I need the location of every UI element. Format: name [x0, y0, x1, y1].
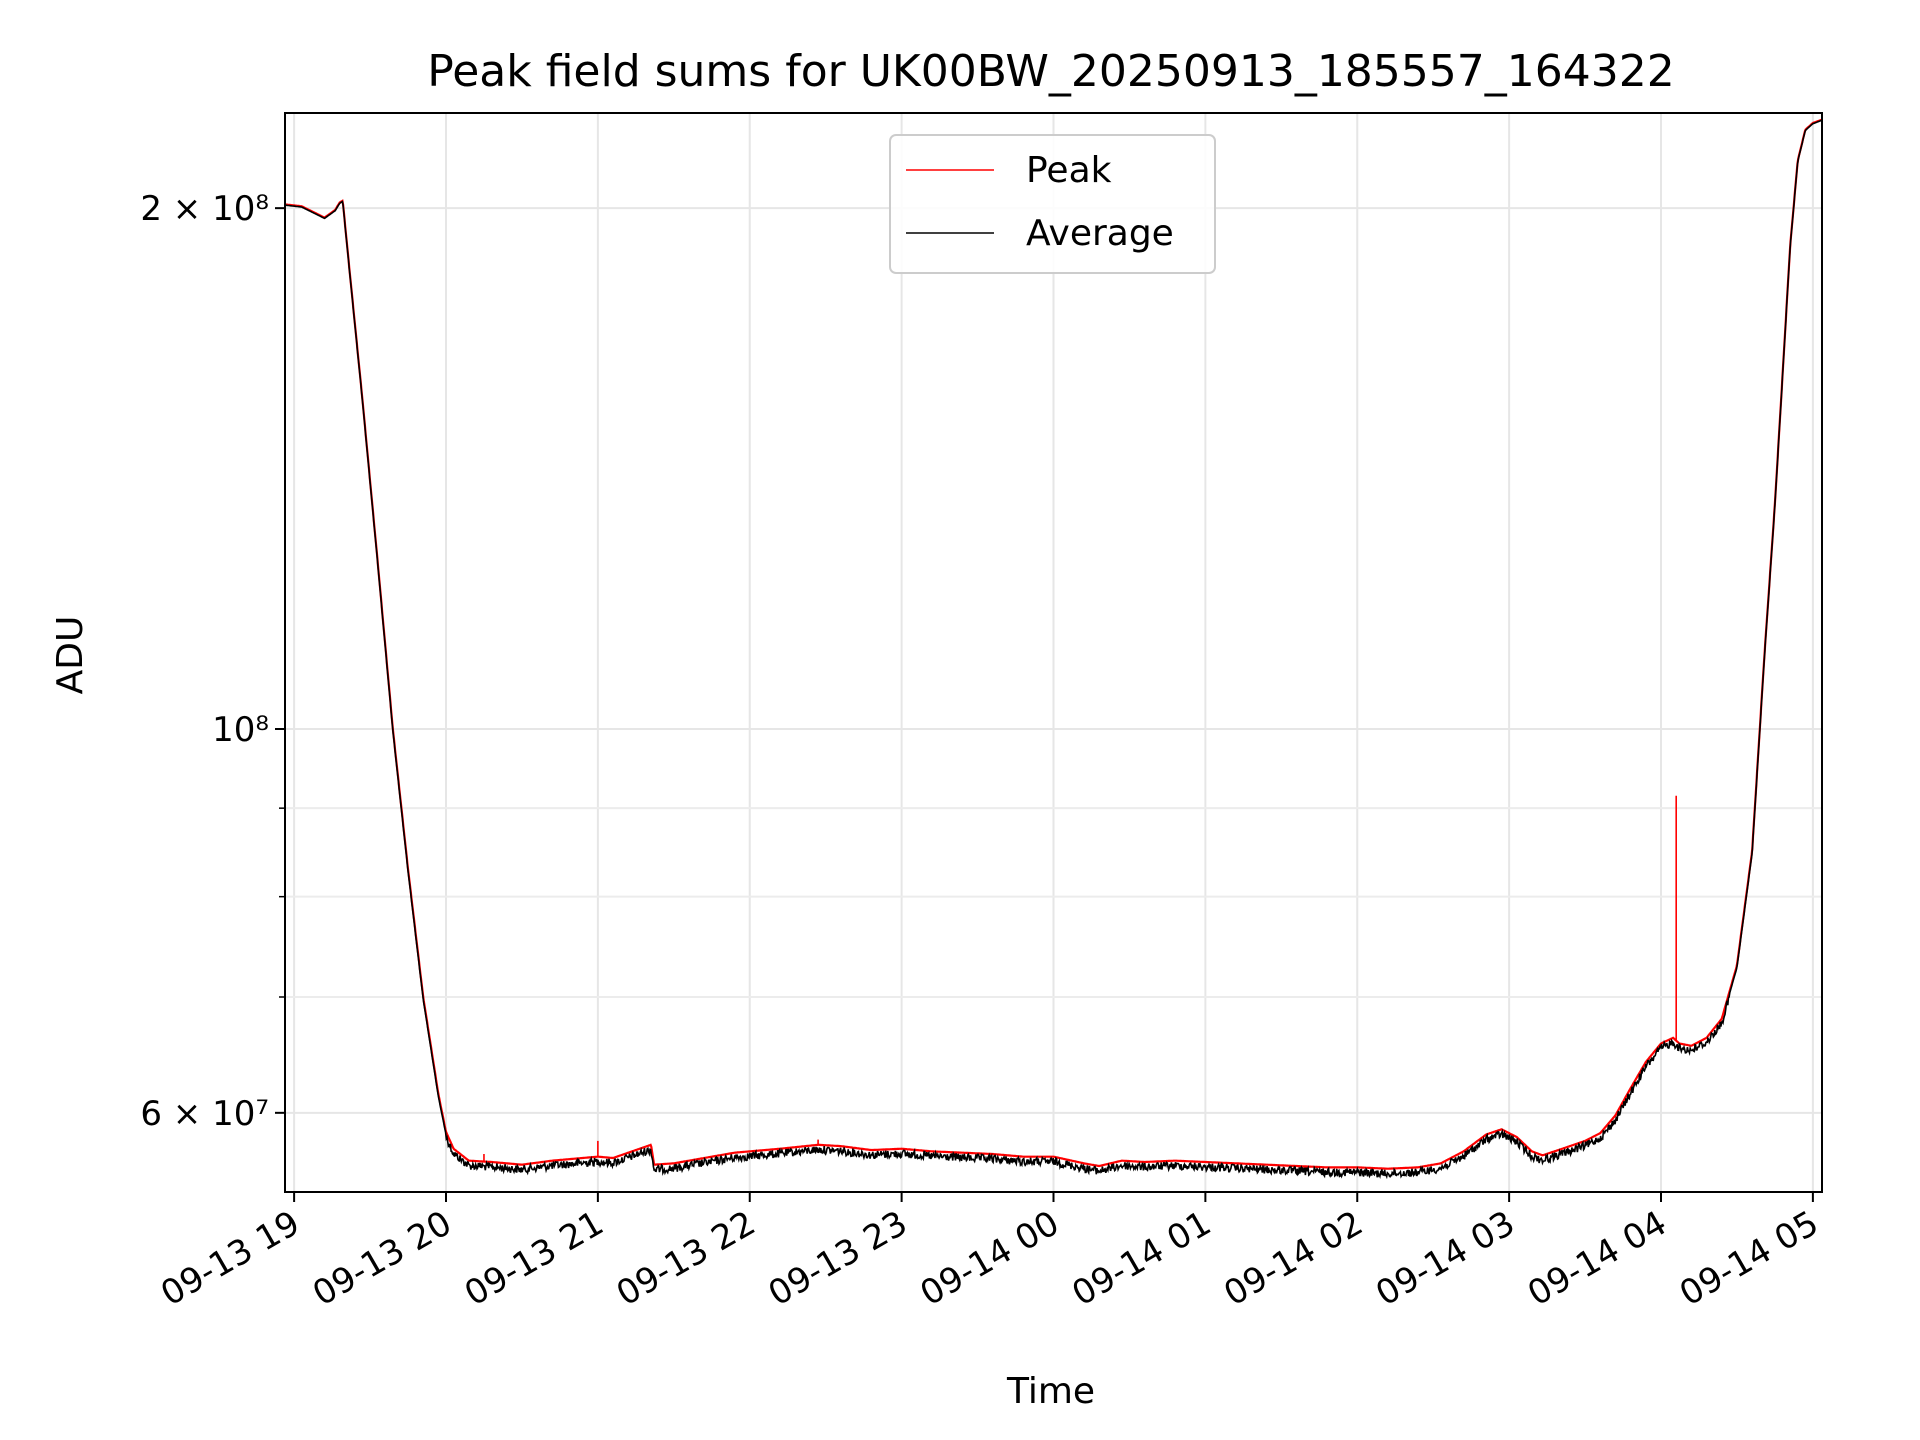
grid [285, 113, 1822, 1192]
legend-label-average: Average [1026, 213, 1174, 254]
chart-title: Peak field sums for UK00BW_20250913_1855… [427, 46, 1675, 97]
y-axis: 2 × 10⁸ 10⁸ 6 × 10⁷ [140, 189, 285, 1134]
y-tick-label: 2 × 10⁸ [140, 189, 269, 229]
series-layer [285, 118, 1822, 1180]
x-axis-label: Time [1006, 1371, 1095, 1412]
legend-label-peak: Peak [1026, 150, 1112, 191]
legend: Peak Average [889, 134, 1216, 274]
y-axis-label: ADU [50, 616, 91, 695]
series-line-peak [285, 118, 1822, 1170]
y-tick-label: 10⁸ [212, 710, 269, 750]
series-line-average [285, 119, 1822, 1180]
y-tick-label: 6 × 10⁷ [140, 1094, 269, 1134]
